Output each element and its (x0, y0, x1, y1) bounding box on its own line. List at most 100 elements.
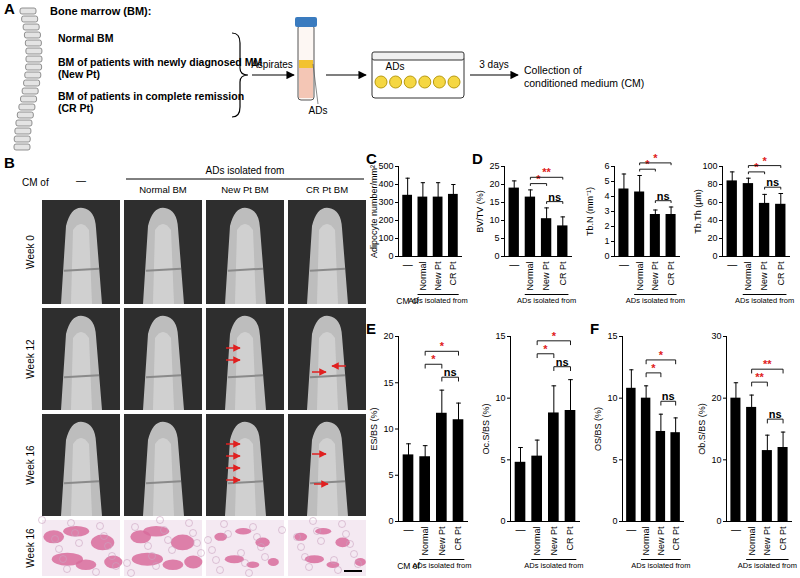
svg-text:**: ** (763, 358, 772, 370)
svg-text:0: 0 (494, 251, 499, 261)
svg-text:B: B (4, 154, 15, 171)
svg-text:*: * (754, 161, 759, 173)
svg-text:New Pt: New Pt (437, 526, 447, 556)
svg-text:200: 200 (378, 215, 393, 225)
svg-text:20: 20 (489, 179, 499, 189)
svg-text:0: 0 (500, 516, 505, 526)
svg-text:6: 6 (604, 161, 609, 171)
svg-text:ns: ns (769, 408, 782, 420)
svg-text:—: — (731, 524, 741, 535)
svg-text:Week 0: Week 0 (25, 235, 36, 269)
svg-text:ns: ns (766, 176, 779, 188)
svg-text:*: * (536, 173, 541, 185)
svg-text:CR Pt: CR Pt (453, 526, 463, 551)
svg-text:10: 10 (607, 393, 617, 403)
svg-text:Normal: Normal (747, 527, 757, 556)
svg-text:CR Pt: CR Pt (448, 261, 458, 286)
svg-text:ADs isolated from: ADs isolated from (524, 561, 583, 570)
svg-text:20: 20 (383, 331, 393, 341)
svg-text:ADs: ADs (386, 61, 405, 72)
svg-text:OS/BS (%): OS/BS (%) (593, 407, 603, 451)
svg-text:CR Pt: CR Pt (778, 526, 788, 551)
svg-text:Collection of: Collection of (524, 64, 582, 76)
svg-text:ns: ns (657, 190, 670, 202)
svg-text:Normal: Normal (635, 262, 645, 291)
svg-text:10: 10 (495, 393, 505, 403)
svg-text:*: * (653, 152, 658, 164)
svg-text:Adipocyte number/mm²: Adipocyte number/mm² (369, 165, 379, 258)
svg-text:100: 100 (702, 161, 717, 171)
svg-text:*: * (431, 353, 436, 365)
svg-text:ns: ns (444, 366, 457, 378)
svg-text:ADs: ADs (309, 105, 328, 116)
svg-text:20: 20 (707, 233, 717, 243)
svg-text:30: 30 (711, 331, 721, 341)
svg-text:15: 15 (607, 331, 617, 341)
svg-text:New Pt: New Pt (650, 261, 660, 291)
svg-text:Bone marrow (BM):: Bone marrow (BM): (50, 5, 151, 17)
svg-text:Week 16: Week 16 (25, 445, 36, 485)
svg-text:0: 0 (716, 516, 721, 526)
svg-text:5: 5 (604, 176, 609, 186)
svg-text:3: 3 (604, 206, 609, 216)
svg-text:ADs isolated from: ADs isolated from (626, 296, 685, 305)
svg-text:New Pt: New Pt (759, 261, 769, 291)
svg-text:BM of patients with newly dia: BM of patients with newly diagnosed MM (58, 56, 262, 68)
svg-text:Oc.S/BS (%): Oc.S/BS (%) (481, 403, 491, 454)
svg-text:*: * (440, 340, 445, 352)
svg-text:Normal: Normal (641, 527, 651, 556)
svg-text:5: 5 (500, 455, 505, 465)
svg-text:CM of: CM of (396, 296, 419, 306)
svg-text:5: 5 (494, 233, 499, 243)
svg-text:2: 2 (604, 221, 609, 231)
svg-text:—: — (619, 259, 629, 270)
svg-text:*: * (762, 155, 767, 167)
svg-text:Aspirates: Aspirates (251, 59, 293, 70)
svg-text:New Pt BM: New Pt BM (221, 184, 269, 195)
svg-text:Normal: Normal (420, 527, 430, 556)
svg-text:25: 25 (489, 161, 499, 171)
svg-text:Week 16: Week 16 (25, 528, 36, 568)
svg-text:ADs isolated from: ADs isolated from (631, 561, 690, 570)
svg-text:60: 60 (707, 197, 717, 207)
svg-text:Normal: Normal (532, 527, 542, 556)
svg-text:(New Pt): (New Pt) (58, 68, 100, 80)
svg-text:—: — (76, 175, 86, 186)
svg-text:New Pt: New Pt (762, 526, 772, 556)
svg-text:10: 10 (383, 424, 393, 434)
svg-text:5: 5 (388, 470, 393, 480)
svg-text:0: 0 (612, 516, 617, 526)
svg-text:ADs isolated from: ADs isolated from (412, 561, 471, 570)
svg-text:15: 15 (383, 378, 393, 388)
svg-text:Tb.Th (μm): Tb.Th (μm) (693, 189, 703, 234)
svg-text:10: 10 (711, 455, 721, 465)
svg-text:New Pt: New Pt (541, 261, 551, 291)
svg-text:20: 20 (711, 393, 721, 403)
svg-text:10: 10 (489, 215, 499, 225)
svg-text:4: 4 (604, 191, 609, 201)
svg-text:ES/BS (%): ES/BS (%) (369, 407, 379, 450)
svg-text:100: 100 (378, 233, 393, 243)
svg-text:0: 0 (388, 251, 393, 261)
svg-text:CR Pt: CR Pt (558, 261, 568, 286)
svg-text:Week 12: Week 12 (25, 339, 36, 379)
svg-text:40: 40 (707, 215, 717, 225)
svg-text:ADs isolated from: ADs isolated from (738, 561, 797, 570)
svg-text:*: * (659, 349, 664, 361)
svg-text:ns: ns (548, 191, 561, 203)
svg-text:Normal BM: Normal BM (139, 184, 187, 195)
svg-text:**: ** (755, 371, 764, 383)
svg-text:CM of: CM of (397, 561, 420, 571)
svg-text:ADs isolated from: ADs isolated from (517, 296, 576, 305)
svg-text:CR Pt BM: CR Pt BM (306, 184, 348, 195)
svg-text:—: — (403, 259, 413, 270)
svg-text:CR Pt: CR Pt (776, 261, 786, 286)
svg-text:Normal: Normal (743, 262, 753, 291)
svg-text:0: 0 (712, 251, 717, 261)
svg-text:400: 400 (378, 179, 393, 189)
svg-text:CR Pt: CR Pt (666, 261, 676, 286)
svg-text:—: — (509, 259, 519, 270)
svg-text:*: * (543, 343, 548, 355)
svg-text:300: 300 (378, 197, 393, 207)
svg-text:**: ** (542, 166, 551, 178)
